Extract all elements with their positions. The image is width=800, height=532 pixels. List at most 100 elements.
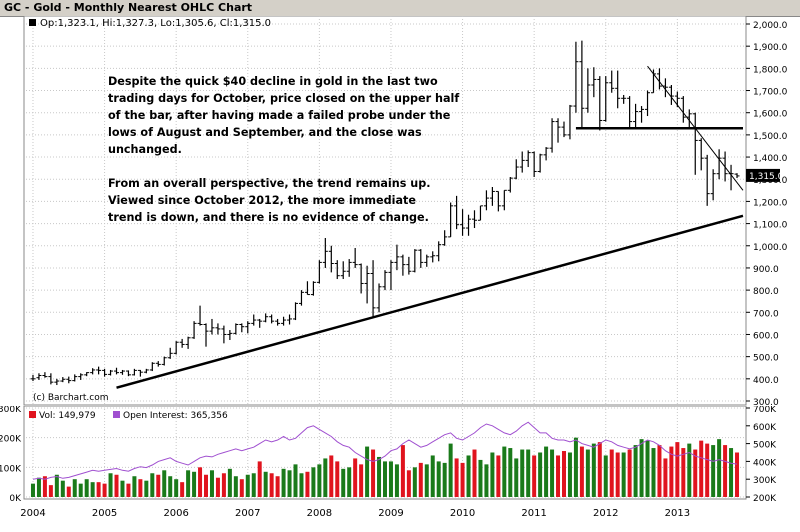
volume-bar bbox=[424, 464, 429, 497]
ohlc-bar bbox=[167, 347, 173, 359]
volume-bar bbox=[239, 479, 244, 497]
volume-bar bbox=[60, 480, 65, 497]
ohlc-bar bbox=[698, 138, 704, 171]
volume-bar bbox=[48, 485, 53, 497]
volume-bar bbox=[663, 458, 668, 497]
volume-bar bbox=[645, 440, 650, 497]
open-interest-tick-label: 600K bbox=[753, 423, 777, 433]
volume-bar bbox=[299, 473, 304, 497]
price-tick-label: 1,700.0 bbox=[753, 88, 788, 98]
volume-bar bbox=[42, 476, 47, 497]
volume-bar bbox=[579, 446, 584, 497]
ohlc-bar bbox=[257, 318, 263, 328]
volume-bar bbox=[174, 479, 179, 497]
ohlc-bar bbox=[477, 205, 483, 221]
ohlc-bar bbox=[334, 260, 340, 280]
volume-readout: Vol: 149,979 bbox=[39, 411, 96, 421]
volume-bar bbox=[108, 473, 113, 497]
volume-bar bbox=[209, 470, 214, 497]
volume-legend-swatch bbox=[29, 411, 36, 418]
volume-bar bbox=[585, 449, 590, 497]
ohlc-bar bbox=[603, 76, 609, 122]
annotation-text: Despite the quick $40 decline in gold in… bbox=[108, 75, 459, 224]
ohlc-bar bbox=[233, 323, 239, 335]
price-tick-label: 1,900.0 bbox=[753, 43, 788, 53]
volume-bar bbox=[615, 452, 620, 497]
ohlc-bar bbox=[191, 321, 197, 339]
volume-bar bbox=[311, 467, 316, 497]
volume-bar bbox=[484, 464, 489, 497]
open-interest-tick-label: 400K bbox=[753, 458, 777, 468]
ohlc-bar bbox=[412, 249, 418, 273]
ohlc-bar bbox=[155, 361, 161, 367]
volume-bar bbox=[329, 455, 334, 497]
ohlc-bar bbox=[448, 202, 454, 238]
volume-bar bbox=[287, 470, 292, 497]
ohlc-bar bbox=[704, 154, 710, 206]
price-panel: 2,000.0 1,900.0 1,800.0 1,700.0 1,600.0 1,500… bbox=[23, 16, 788, 406]
ohlc-bar bbox=[489, 186, 495, 206]
ohlc-bar bbox=[269, 314, 275, 324]
volume-bar bbox=[394, 464, 399, 497]
ohlc-bar bbox=[78, 373, 84, 380]
ohlc-bar bbox=[161, 356, 167, 366]
ohlc-bar bbox=[513, 159, 519, 180]
ohlc-bar bbox=[352, 247, 358, 268]
ohlc-bar bbox=[36, 373, 42, 380]
volume-bar bbox=[383, 461, 387, 497]
ohlc-bar bbox=[364, 265, 370, 304]
volume-bar bbox=[275, 476, 280, 497]
ohlc-bar bbox=[275, 318, 281, 326]
ohlc-bar bbox=[531, 151, 537, 178]
ohlc-bar bbox=[543, 147, 549, 161]
volume-bar bbox=[126, 483, 131, 497]
ohlc-bar bbox=[376, 283, 382, 313]
volume-bar bbox=[418, 462, 423, 497]
price-tick-label: 1,400.0 bbox=[753, 154, 788, 164]
ohlc-bar bbox=[591, 67, 597, 98]
volume-bar bbox=[168, 476, 173, 497]
ohlc-bar bbox=[131, 368, 137, 376]
ohlc-bar bbox=[221, 325, 227, 344]
ohlc-bar bbox=[471, 210, 477, 229]
volume-bar bbox=[466, 455, 471, 497]
volume-bar bbox=[520, 449, 525, 497]
volume-bar bbox=[293, 464, 298, 497]
volume-bar bbox=[353, 458, 358, 497]
volume-bar bbox=[681, 448, 686, 497]
volume-bar bbox=[496, 455, 501, 497]
price-tick-label: 400.0 bbox=[753, 376, 779, 386]
annotation-line: Viewed since October 2012, the more imme… bbox=[108, 194, 416, 207]
last-price-tag-label: 1,315.0 bbox=[749, 172, 784, 182]
ohlc-bar bbox=[692, 112, 698, 175]
ohlc-bar bbox=[143, 368, 149, 374]
volume-bar bbox=[72, 479, 77, 497]
ohlc-bar bbox=[287, 314, 293, 325]
ohlc-bar bbox=[483, 190, 489, 211]
ohlc-bar bbox=[316, 260, 322, 284]
ohlc-bar bbox=[656, 68, 662, 90]
open-interest-line bbox=[32, 421, 738, 480]
annotation-line: Despite the quick $40 decline in gold in… bbox=[108, 75, 438, 88]
volume-bar bbox=[436, 461, 441, 497]
ohlc-bar bbox=[418, 249, 424, 268]
ohlc-bar bbox=[215, 323, 221, 335]
ohlc-bar bbox=[72, 374, 78, 382]
volume-bar bbox=[502, 446, 507, 497]
volume-bar bbox=[215, 477, 220, 497]
volume-bar bbox=[490, 452, 495, 497]
ohlc-bar bbox=[585, 68, 591, 113]
price-tick-label: 700.0 bbox=[753, 309, 779, 319]
volume-bar bbox=[544, 446, 549, 497]
volume-bar bbox=[705, 443, 710, 497]
ohlc-bar bbox=[119, 369, 125, 375]
ohlc-bar bbox=[406, 256, 412, 275]
volume-bar bbox=[508, 448, 513, 497]
volume-bar bbox=[400, 445, 405, 497]
volume-bar bbox=[359, 464, 364, 497]
price-tick-label: 900.0 bbox=[753, 265, 779, 275]
ohlc-bar bbox=[621, 94, 627, 104]
x-tick-label: 2008 bbox=[307, 508, 332, 519]
volume-bar bbox=[454, 458, 459, 497]
volume-bar bbox=[561, 451, 566, 497]
